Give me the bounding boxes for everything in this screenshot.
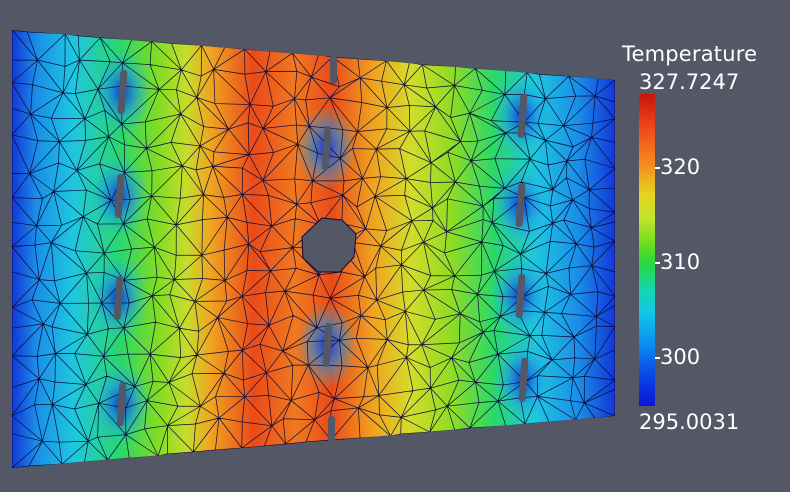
center-hole xyxy=(301,217,357,273)
slot-hole xyxy=(515,183,526,228)
slot-hole xyxy=(517,94,528,139)
slot-holes xyxy=(113,70,529,427)
slot-hole xyxy=(116,382,127,427)
colorbar-min-label: 295.0031 xyxy=(639,410,740,434)
slot-hole xyxy=(515,274,526,319)
slot-hole xyxy=(113,276,124,321)
colorbar-tick xyxy=(655,357,660,360)
top-notch xyxy=(330,56,337,84)
bottom-notch xyxy=(328,416,335,444)
colorbar-max-label: 327.7247 xyxy=(639,70,740,94)
slot-hole xyxy=(114,174,125,219)
colorbar-title: Temperature xyxy=(622,42,758,66)
slot-hole xyxy=(322,323,333,368)
colorbar-tick xyxy=(655,166,660,169)
slot-hole xyxy=(518,358,529,403)
triangle-mesh xyxy=(12,30,615,468)
colorbar-tick-label: 300 xyxy=(660,345,701,370)
colorbar-tick xyxy=(655,262,660,264)
colorbar-tick-label: 310 xyxy=(660,250,701,274)
slot-hole xyxy=(117,70,128,115)
colorbar xyxy=(639,94,655,406)
slot-hole xyxy=(321,126,332,171)
colorbar-tick-label: 320 xyxy=(660,154,701,179)
